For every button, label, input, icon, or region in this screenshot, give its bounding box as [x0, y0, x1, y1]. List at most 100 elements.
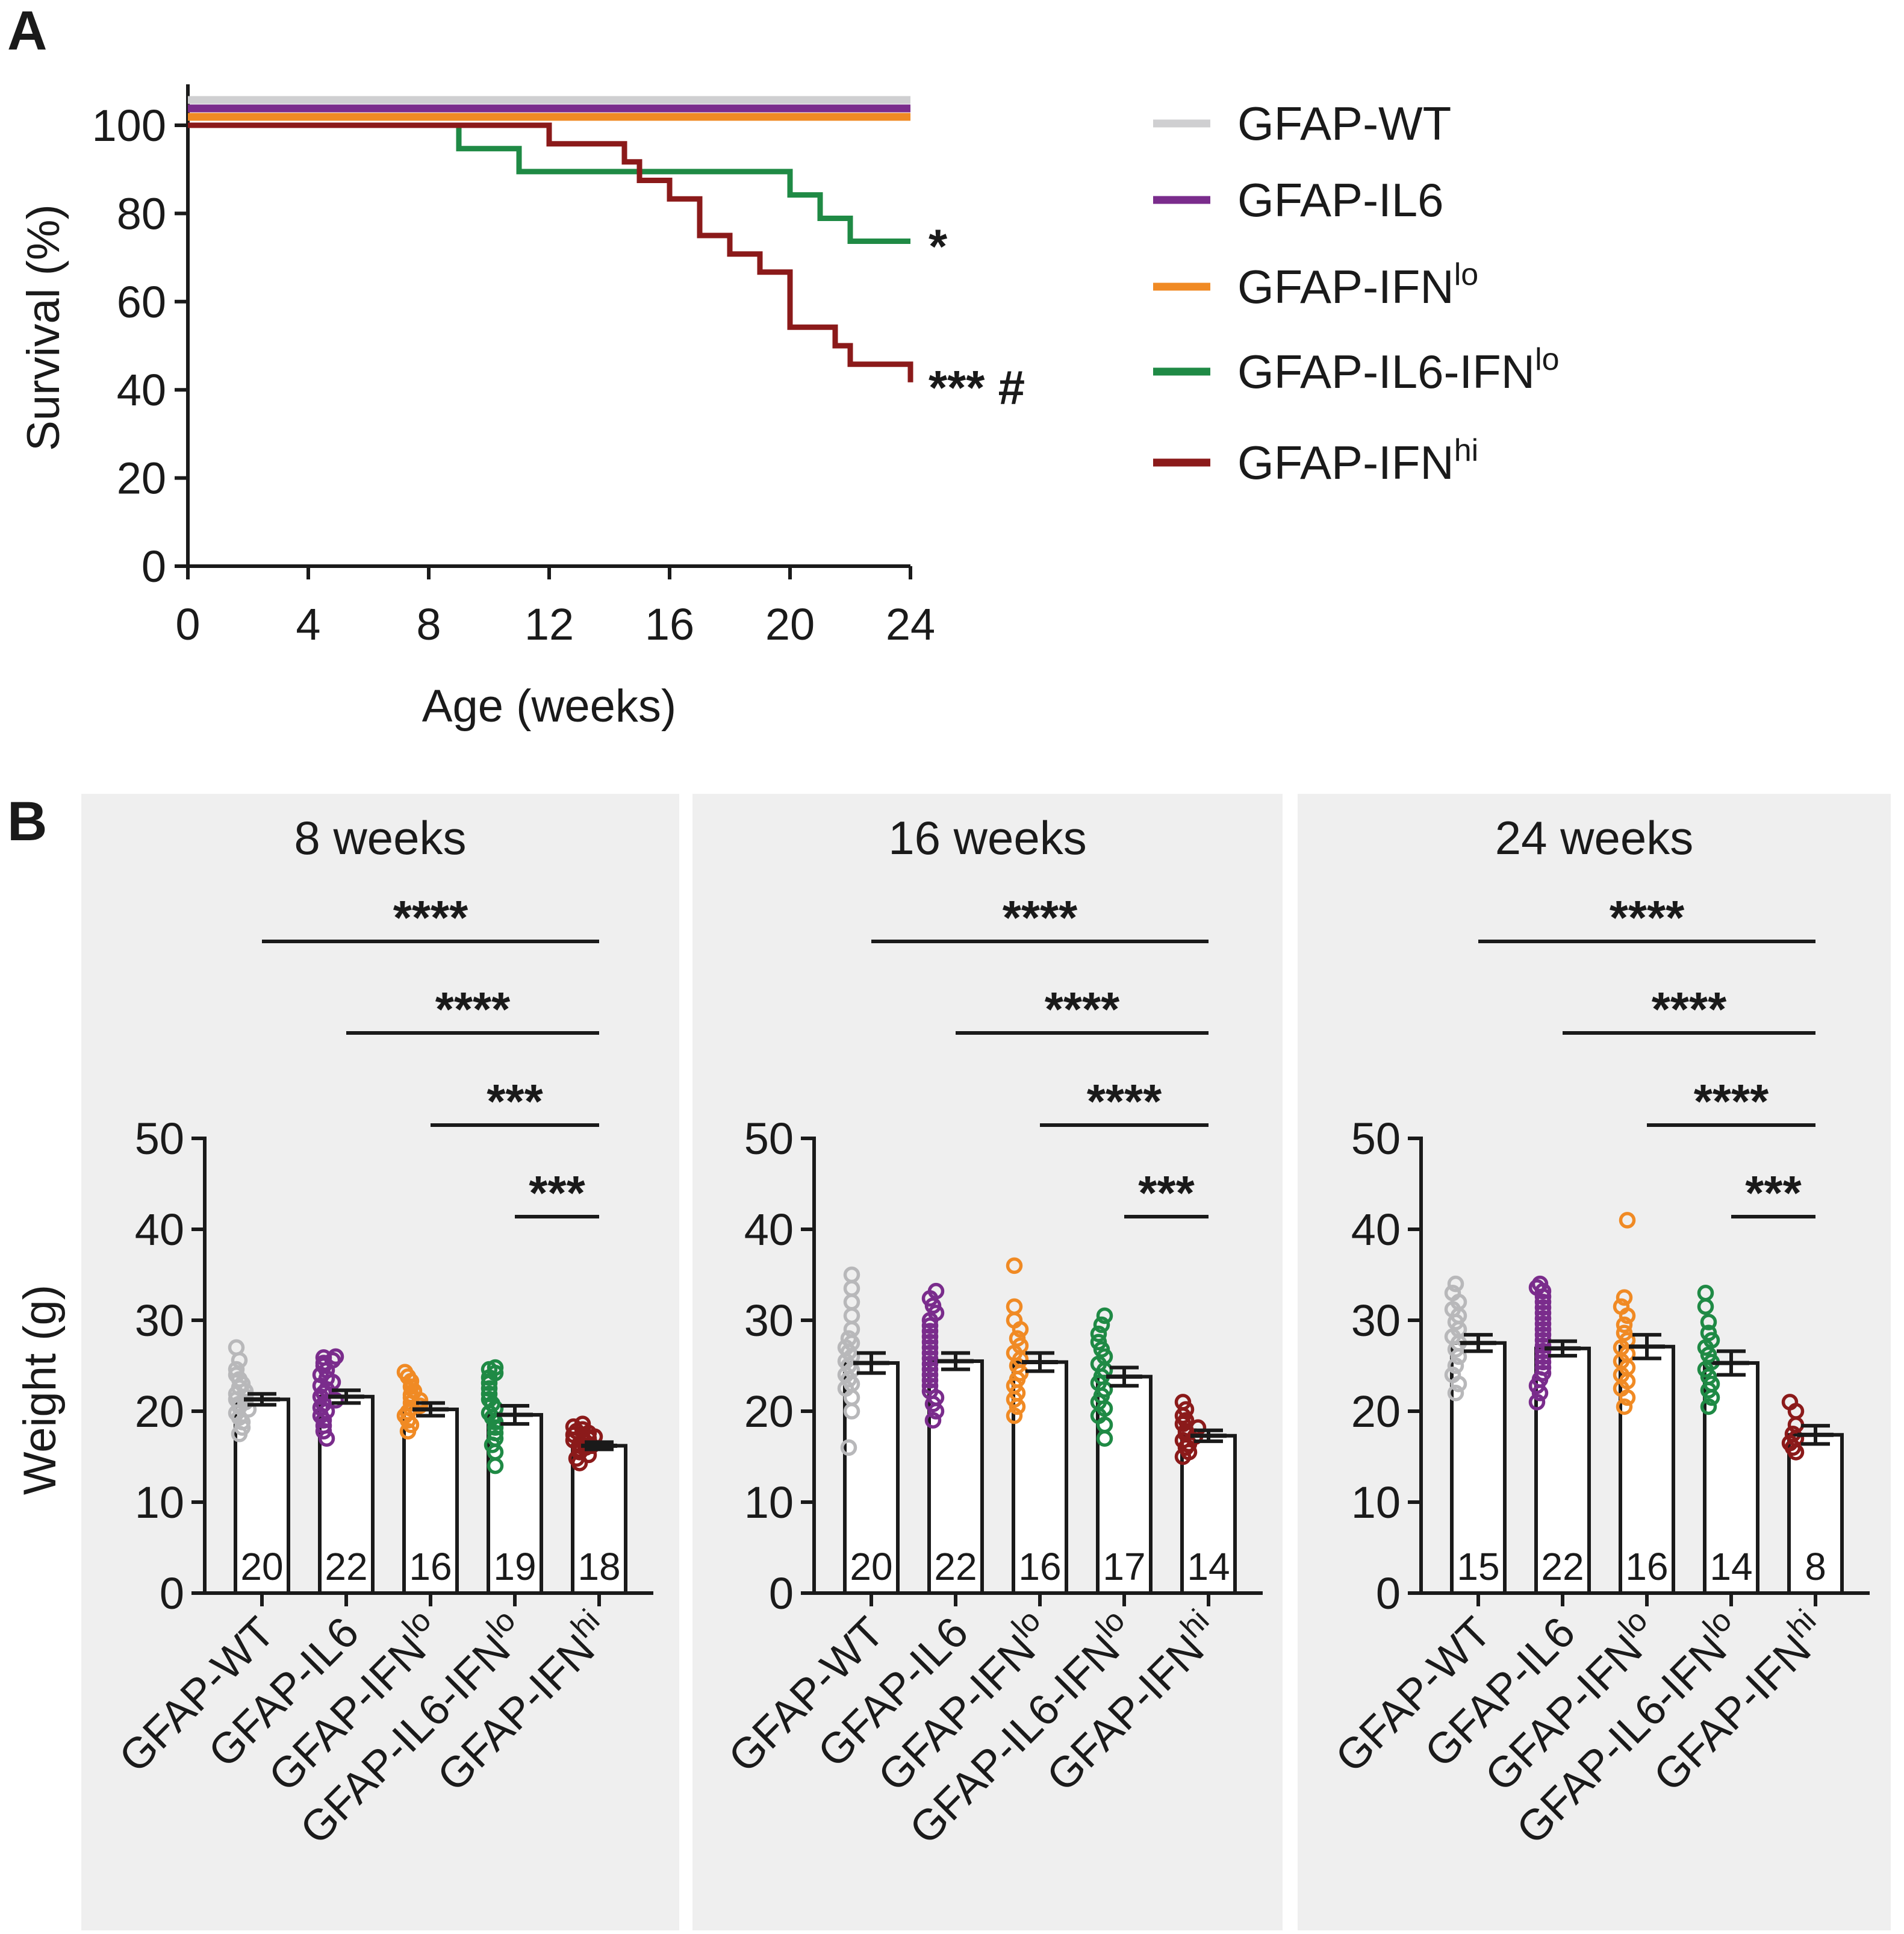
- data-point: [487, 1424, 504, 1441]
- data-point: [1174, 1394, 1192, 1411]
- survival-line-GFAP-IL6-IFNlo: [188, 122, 910, 245]
- data-point: [487, 1359, 504, 1376]
- data-point: [1006, 1257, 1023, 1274]
- significance-label: ****: [1610, 891, 1685, 944]
- sample-size-label: 14: [1710, 1545, 1752, 1588]
- legend-label: GFAP-IL6: [1237, 173, 1443, 226]
- data-point: [237, 1394, 254, 1411]
- data-point: [1534, 1343, 1552, 1360]
- y-tick-label: 20: [135, 1387, 184, 1436]
- data-point: [1616, 1289, 1633, 1306]
- data-point: [487, 1430, 504, 1447]
- data-point: [1006, 1298, 1023, 1315]
- data-point: [1616, 1324, 1633, 1341]
- panel-title: 24 weeks: [1495, 811, 1694, 864]
- legend-label-sup: lo: [1454, 257, 1478, 292]
- data-point: [921, 1328, 939, 1345]
- legend-label-base: GFAP-IL6: [1237, 173, 1443, 226]
- y-axis-title: Weight (g): [14, 1285, 66, 1495]
- data-point: [481, 1391, 498, 1408]
- significance-label: ****: [393, 891, 468, 944]
- data-point: [1534, 1353, 1552, 1371]
- data-point: [1700, 1398, 1717, 1415]
- data-point: [1090, 1334, 1107, 1350]
- significance-label: ****: [1652, 982, 1727, 1036]
- y-tick-label: 40: [1351, 1205, 1401, 1255]
- data-point: [574, 1421, 591, 1438]
- data-point: [921, 1355, 939, 1373]
- data-point: [1444, 1366, 1461, 1383]
- significance-label: ****: [1045, 982, 1120, 1036]
- y-tick-label: 50: [744, 1114, 794, 1164]
- panel-b-label: B: [7, 791, 47, 852]
- data-point: [1534, 1315, 1552, 1332]
- panel-background: [1298, 794, 1891, 1930]
- data-point: [1447, 1275, 1464, 1293]
- data-point: [1534, 1359, 1552, 1376]
- data-point: [1006, 1407, 1023, 1424]
- y-tick-label: 40: [135, 1205, 184, 1255]
- data-point: [1700, 1324, 1717, 1341]
- y-tick-label: 10: [744, 1477, 794, 1527]
- x-tick-label: 0: [175, 599, 200, 649]
- y-tick-label: 0: [160, 1568, 184, 1618]
- data-point: [927, 1282, 945, 1300]
- legend-label-base: GFAP-IFN: [1237, 436, 1454, 489]
- data-point: [411, 1397, 429, 1414]
- data-point: [1528, 1394, 1546, 1411]
- data-point: [1447, 1385, 1464, 1402]
- data-point: [1697, 1284, 1714, 1302]
- legend-label-base: GFAP-IFN: [1237, 260, 1454, 313]
- sample-size-label: 16: [1625, 1545, 1668, 1588]
- legend-label: GFAP-IL6-IFNlo: [1237, 342, 1560, 398]
- data-point: [840, 1439, 857, 1456]
- bar: [1180, 1433, 1237, 1596]
- data-point: [1534, 1337, 1552, 1355]
- y-tick-label: 100: [92, 101, 166, 151]
- bar: [1787, 1433, 1844, 1595]
- data-point: [1619, 1212, 1636, 1229]
- x-tick-label: 12: [524, 599, 574, 649]
- data-point: [1613, 1298, 1630, 1315]
- data-point: [1616, 1398, 1633, 1415]
- data-point: [921, 1344, 939, 1362]
- significance-label: ****: [1694, 1075, 1769, 1128]
- data-point: [228, 1366, 245, 1383]
- sample-size-label: 22: [934, 1545, 977, 1588]
- y-tick-label: 0: [1376, 1568, 1401, 1618]
- data-point: [481, 1380, 498, 1397]
- significance-label: ***: [529, 1166, 585, 1220]
- panel-title: 16 weeks: [888, 811, 1087, 864]
- data-point: [1700, 1314, 1717, 1330]
- survival-chart: 0 20 40 60 80 100 0 4 8 12 16 20 24 Age (weeks) Surviv…: [18, 84, 1560, 732]
- data-point: [921, 1339, 939, 1356]
- legend-label: GFAP-IFNlo: [1237, 257, 1478, 313]
- data-point: [1444, 1284, 1461, 1302]
- data-point: [396, 1364, 414, 1380]
- data-point: [921, 1383, 939, 1400]
- significance-annotation: *: [929, 220, 948, 273]
- data-point: [921, 1361, 939, 1378]
- data-point: [1534, 1299, 1552, 1316]
- data-point: [228, 1361, 245, 1378]
- data-point: [921, 1371, 939, 1389]
- y-tick-label: 40: [744, 1205, 794, 1255]
- y-tick-label: 40: [117, 365, 166, 415]
- x-tick-label: 16: [645, 599, 694, 649]
- data-point: [1534, 1310, 1552, 1327]
- data-point: [315, 1355, 332, 1371]
- y-tick-label: 0: [142, 541, 166, 591]
- sample-size-label: 14: [1187, 1545, 1230, 1588]
- y-tick-label: 50: [1351, 1114, 1401, 1164]
- data-point: [921, 1366, 939, 1383]
- x-tick-label: 20: [765, 599, 815, 649]
- sample-size-label: 20: [240, 1545, 283, 1588]
- legend-label: GFAP-WT: [1237, 97, 1451, 150]
- y-tick-label: 30: [744, 1296, 794, 1346]
- legend-label-sup: hi: [1454, 433, 1478, 468]
- data-point: [840, 1330, 857, 1347]
- weight-panel-16-weeks: 16 weeks0102030405020GFAP-WT22GFAP-IL616…: [692, 794, 1283, 1930]
- data-point: [1616, 1316, 1633, 1334]
